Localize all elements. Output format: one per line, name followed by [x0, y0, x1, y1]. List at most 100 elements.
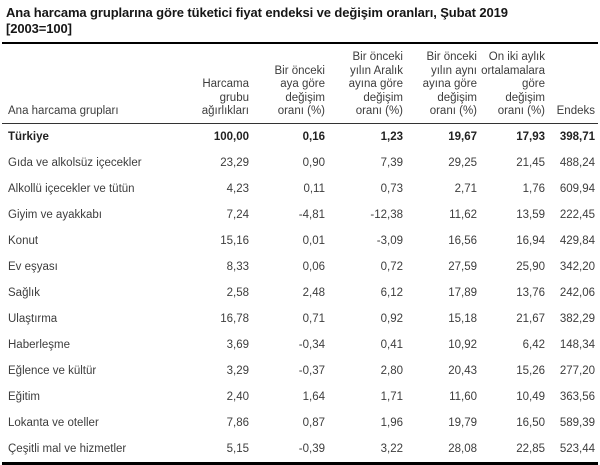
cell-monthly-change: 0,06 — [302, 260, 325, 273]
cpi-table: Ana harcama grupları Harcama grubu ağırl… — [2, 43, 598, 465]
cell-index: 589,39 — [559, 416, 595, 429]
cell-monthly-change: 0,11 — [303, 182, 325, 195]
cell-monthly-change: -4,81 — [298, 208, 325, 221]
cell-monthly-change: 0,16 — [302, 130, 325, 143]
table-body: Türkiye 100,00 0,16 1,23 19,67 17,93 398… — [2, 123, 598, 465]
cell-december-change: 3,22 — [328, 435, 406, 465]
cell-12month-avg-change: 25,90 — [516, 260, 545, 273]
row-label: Haberleşme — [8, 338, 70, 351]
cell-12month-avg-change: 16,50 — [516, 416, 545, 429]
cell-december-change: 1,23 — [380, 130, 403, 143]
cell-yearly-change: 10,92 — [448, 338, 477, 351]
column-header-12month-avg-change: On iki aylık ortalamalara göre değişim o… — [480, 43, 548, 124]
cell-december-change: 0,72 — [380, 260, 403, 273]
table-row: Türkiye 100,00 0,16 1,23 19,67 17,93 398… — [2, 123, 598, 150]
cell-index: 382,29 — [559, 312, 595, 325]
cell-yearly-change: 27,59 — [448, 260, 477, 273]
cell-weight: 4,23 — [226, 182, 249, 195]
cell-index: 242,06 — [559, 286, 595, 299]
cell-yearly-change: 19,67 — [448, 130, 477, 143]
cell-yearly-change: 16,56 — [448, 234, 477, 247]
cell-index: 488,24 — [559, 156, 595, 169]
cell-december-change: -3,09 — [376, 234, 403, 247]
cell-weight: 3,29 — [226, 364, 249, 377]
cell-index: 609,94 — [559, 182, 595, 195]
column-header-weights: Harcama grubu ağırlıkları — [174, 43, 252, 124]
row-label: Gıda ve alkolsüz içecekler — [8, 156, 142, 169]
cell-weight: 100,00 — [213, 130, 249, 143]
table-row: Eğlence ve kültür 3,29 -0,37 2,80 20,43 … — [2, 358, 598, 384]
cell-december-change: 1,96 — [380, 416, 403, 429]
cell-12month-avg-change: 21,45 — [516, 156, 545, 169]
cell-12month-avg-change: 13,59 — [516, 208, 545, 221]
cell-december-change: 2,80 — [380, 364, 403, 377]
cell-weight: 7,86 — [226, 416, 249, 429]
cell-monthly-change: 2,48 — [302, 286, 325, 299]
column-header-groups: Ana harcama grupları — [2, 43, 174, 124]
cell-index: 148,34 — [559, 338, 595, 351]
cell-12month-avg-change: 22,85 — [480, 435, 548, 465]
cell-weight: 3,69 — [226, 338, 249, 351]
cell-12month-avg-change: 21,67 — [516, 312, 545, 325]
cell-weight: 23,29 — [220, 156, 249, 169]
cell-weight: 7,24 — [226, 208, 249, 221]
table-row: Ev eşyası 8,33 0,06 0,72 27,59 25,90 342… — [2, 254, 598, 280]
cell-index: 429,84 — [559, 234, 595, 247]
cell-monthly-change: -0,34 — [298, 338, 325, 351]
table-header-row: Ana harcama grupları Harcama grubu ağırl… — [2, 43, 598, 124]
cell-yearly-change: 29,25 — [448, 156, 477, 169]
table-row: Sağlık 2,58 2,48 6,12 17,89 13,76 242,06 — [2, 280, 598, 306]
cell-yearly-change: 17,89 — [448, 286, 477, 299]
cell-weight: 15,16 — [220, 234, 249, 247]
cell-index: 342,20 — [559, 260, 595, 273]
page-title: Ana harcama gruplarına göre tüketici fiy… — [2, 3, 598, 44]
cell-weight: 5,15 — [174, 435, 252, 465]
cell-index: 363,56 — [559, 390, 595, 403]
cell-monthly-change: 0,90 — [302, 156, 325, 169]
column-header-monthly-change: Bir önceki aya göre değişim oranı (%) — [252, 43, 328, 124]
cell-monthly-change: 1,64 — [302, 390, 325, 403]
cell-monthly-change: -0,39 — [252, 435, 328, 465]
table-row: Konut 15,16 0,01 -3,09 16,56 16,94 429,8… — [2, 228, 598, 254]
cell-12month-avg-change: 10,49 — [516, 390, 545, 403]
cell-12month-avg-change: 1,76 — [522, 182, 545, 195]
row-label: Sağlık — [8, 286, 40, 299]
cell-december-change: 0,92 — [380, 312, 403, 325]
column-header-index: Endeks — [548, 43, 598, 124]
cell-index: 277,20 — [559, 364, 595, 377]
cell-monthly-change: -0,37 — [298, 364, 325, 377]
column-header-december-change: Bir önceki yılın Aralık ayına göre değiş… — [328, 43, 406, 124]
table-row: Ulaştırma 16,78 0,71 0,92 15,18 21,67 38… — [2, 306, 598, 332]
cell-december-change: 6,12 — [380, 286, 403, 299]
table-row: Eğitim 2,40 1,64 1,71 11,60 10,49 363,56 — [2, 384, 598, 410]
row-label: Ev eşyası — [8, 260, 58, 273]
row-label: Lokanta ve oteller — [8, 416, 99, 429]
cell-12month-avg-change: 15,26 — [516, 364, 545, 377]
row-label: Ulaştırma — [8, 312, 58, 325]
cell-weight: 8,33 — [226, 260, 249, 273]
table-row: Alkollü içecekler ve tütün 4,23 0,11 0,7… — [2, 176, 598, 202]
cell-index: 398,71 — [559, 130, 595, 143]
table-row: Haberleşme 3,69 -0,34 0,41 10,92 6,42 14… — [2, 332, 598, 358]
cell-12month-avg-change: 17,93 — [516, 130, 545, 143]
title-line-1: Ana harcama gruplarına göre tüketici fiy… — [6, 5, 508, 20]
cell-12month-avg-change: 13,76 — [516, 286, 545, 299]
title-line-2: [2003=100] — [6, 20, 72, 36]
cell-weight: 2,40 — [226, 390, 249, 403]
row-label: Eğitim — [8, 390, 40, 403]
cell-weight: 16,78 — [220, 312, 249, 325]
cell-yearly-change: 20,43 — [448, 364, 477, 377]
cell-12month-avg-change: 6,42 — [522, 338, 545, 351]
cell-yearly-change: 11,62 — [449, 208, 477, 221]
cell-december-change: 0,73 — [380, 182, 403, 195]
column-header-yearly-change: Bir önceki yılın aynı ayına göre değişim… — [406, 43, 480, 124]
cell-yearly-change: 11,60 — [449, 390, 477, 403]
row-label: Çeşitli mal ve hizmetler — [2, 435, 174, 465]
cell-weight: 2,58 — [226, 286, 249, 299]
cell-monthly-change: 0,71 — [302, 312, 325, 325]
cell-december-change: -12,38 — [370, 208, 403, 221]
row-label: Alkollü içecekler ve tütün — [8, 182, 135, 195]
row-label: Giyim ve ayakkabı — [8, 208, 102, 221]
row-label: Eğlence ve kültür — [8, 364, 97, 377]
